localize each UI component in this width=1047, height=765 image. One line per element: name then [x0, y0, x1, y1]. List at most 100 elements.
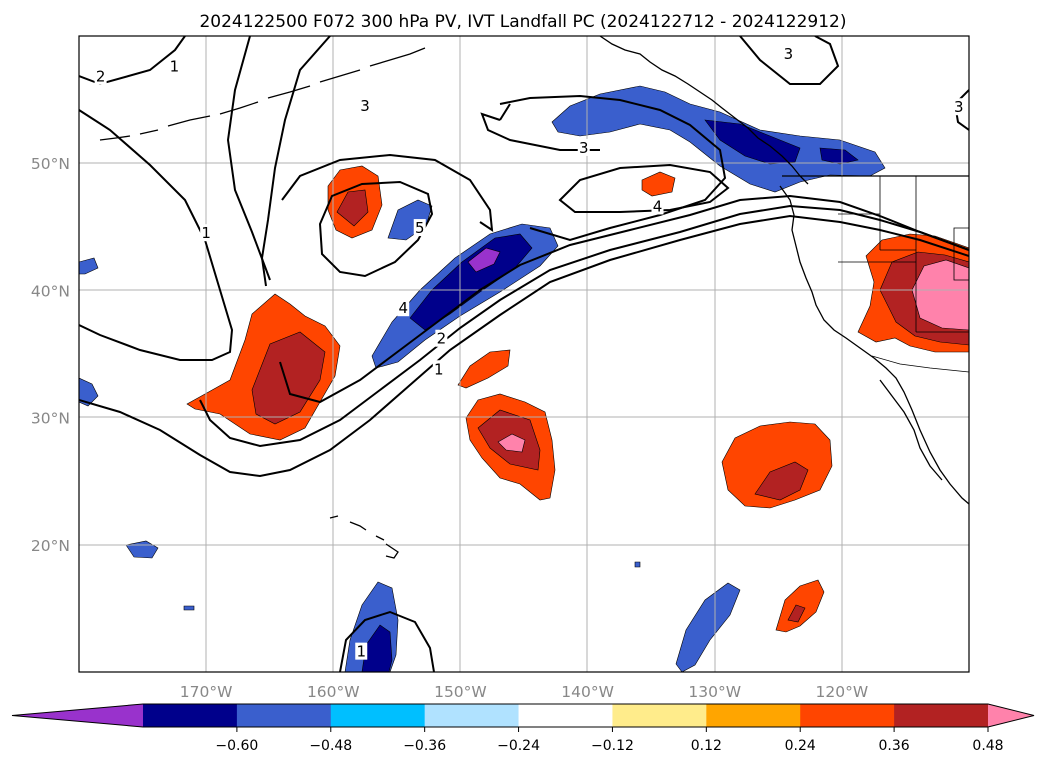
- positive-core-east-central: [754, 461, 809, 501]
- pv-contour-4-east: [558, 163, 730, 213]
- positive-region-east-central: [721, 421, 833, 509]
- pv-contour-2-main: [199, 204, 969, 448]
- colorbar-swatch: [518, 704, 613, 727]
- positive-max-south-central: [497, 433, 526, 453]
- pv-contour-1-main: [79, 214, 969, 478]
- colorbar-swatch: [236, 704, 332, 727]
- contour-label: 1: [170, 58, 180, 76]
- negative-region-south-2: [675, 582, 741, 672]
- x-tick-label: 120°W: [816, 683, 869, 701]
- pv-contour-1-north: [226, 36, 271, 281]
- positive-max-western-us: [911, 259, 969, 331]
- contour-label: 3: [579, 139, 589, 157]
- gridlines: [79, 36, 969, 672]
- negative-max-jet: [467, 247, 501, 273]
- negative-region-tiny-1: [634, 561, 641, 568]
- contour-label-halo: [577, 138, 590, 156]
- contour-label-halo: [355, 642, 368, 660]
- positive-region-small-central: [457, 349, 511, 389]
- contour-label: 2: [96, 68, 106, 86]
- colorbar-extend-high: [988, 704, 1034, 727]
- contour-label: 1: [201, 224, 211, 242]
- x-tick-label: 130°W: [688, 683, 741, 701]
- contour-label-halo: [435, 329, 448, 347]
- negative-region-small-1: [387, 199, 433, 241]
- contour-label-halo: [200, 224, 213, 242]
- x-tick-label: 160°W: [307, 683, 360, 701]
- contour-label: 3: [954, 98, 964, 116]
- alaska-coast: [599, 36, 809, 185]
- colorbar-tick-label: 0.36: [879, 738, 910, 754]
- colorbar-swatch: [706, 704, 801, 727]
- pv-contours: [79, 36, 969, 672]
- colorbar-tick-label: 0.48: [972, 738, 1003, 754]
- map-background: [79, 36, 969, 672]
- pv-contour-south-loop: [339, 610, 435, 672]
- pv-contour-2-north: [79, 36, 186, 86]
- contour-label-halo: [413, 219, 426, 237]
- y-tick-label: 20°N: [31, 537, 70, 555]
- x-tick-label: 150°W: [434, 683, 487, 701]
- contour-label-halo: [782, 44, 795, 62]
- colorbar-tick-label: 0.24: [785, 738, 816, 754]
- y-tick-label: 30°N: [31, 410, 70, 428]
- pv-contour-3-north: [260, 36, 331, 287]
- contour-label-halo: [94, 67, 107, 85]
- x-axis-tick-labels: 170°W 160°W 150°W 140°W 130°W 120°W: [180, 683, 868, 701]
- positive-core-north-pacific: [336, 189, 369, 227]
- negative-core-alaska: [704, 119, 801, 165]
- positive-region-small-north: [641, 171, 676, 197]
- colorbar-swatch: [894, 704, 989, 727]
- colorbar-swatch: [800, 704, 895, 727]
- colorbar-extend-low: [12, 704, 143, 727]
- contour-label: 3: [360, 97, 370, 115]
- contour-label: 3: [784, 45, 794, 63]
- contour-label-halo: [359, 96, 372, 114]
- aleutian-islands: [99, 47, 426, 141]
- hawaii-islands: [329, 515, 399, 559]
- contour-label-halo: [651, 197, 664, 215]
- contour-labels: 2 1 3 3 4 5 1 4 2 1 3 3 1: [94, 44, 965, 661]
- y-tick-label: 50°N: [31, 155, 70, 173]
- contour-label: 4: [653, 197, 663, 215]
- colorbar-swatch: [612, 704, 707, 727]
- negative-region-west-edge-1: [79, 257, 99, 275]
- negative-region-west-edge-2: [79, 377, 99, 407]
- negative-core-canada: [819, 147, 859, 165]
- colorbar-tick-label: −0.12: [591, 738, 634, 754]
- coastlines: [99, 36, 969, 559]
- colorbar-swatch: [424, 704, 520, 727]
- us-mexico-border: [871, 355, 969, 373]
- north-american-coast: [779, 185, 969, 505]
- positive-region-south-east: [775, 579, 825, 633]
- contour-label: 4: [398, 299, 408, 317]
- map-frame: [78, 35, 970, 673]
- y-axis-tick-labels: 20°N 30°N 40°N 50°N: [31, 155, 70, 555]
- contour-label: 2: [437, 330, 447, 348]
- colorbar-tick-label: −0.36: [403, 738, 446, 754]
- colorbar-tick-label: 0.12: [691, 738, 722, 754]
- negative-region-tiny-2: [183, 605, 195, 611]
- contour-label-halo: [952, 98, 965, 116]
- colorbar-tick-label: −0.60: [215, 738, 258, 754]
- pv-contour-3-main: [279, 194, 969, 404]
- colorbar-swatch: [330, 704, 426, 727]
- contour-label-halo: [168, 57, 181, 75]
- contour-label-halo: [397, 299, 410, 317]
- contour-label: 1: [356, 643, 366, 661]
- pv-contour-3-loop: [281, 153, 494, 233]
- contour-label: 5: [415, 219, 425, 237]
- pv-contour-3-top-right: [739, 36, 840, 85]
- pv-contour-1-west: [79, 109, 234, 361]
- pv-contour-3-north-east: [480, 103, 600, 151]
- contour-label: 1: [434, 360, 444, 378]
- y-tick-label: 40°N: [31, 282, 70, 300]
- map-area: 2 1 3 3 4 5 1 4 2 1 3 3 1: [79, 36, 969, 672]
- filled-regression-regions: [79, 85, 969, 672]
- colorbar-swatch: [143, 704, 238, 727]
- x-tick-label: 170°W: [180, 683, 233, 701]
- contour-label-halo: [432, 360, 445, 378]
- colorbar-tick-label: −0.48: [309, 738, 352, 754]
- positive-core-south-east: [787, 604, 806, 623]
- x-tick-label: 140°W: [561, 683, 614, 701]
